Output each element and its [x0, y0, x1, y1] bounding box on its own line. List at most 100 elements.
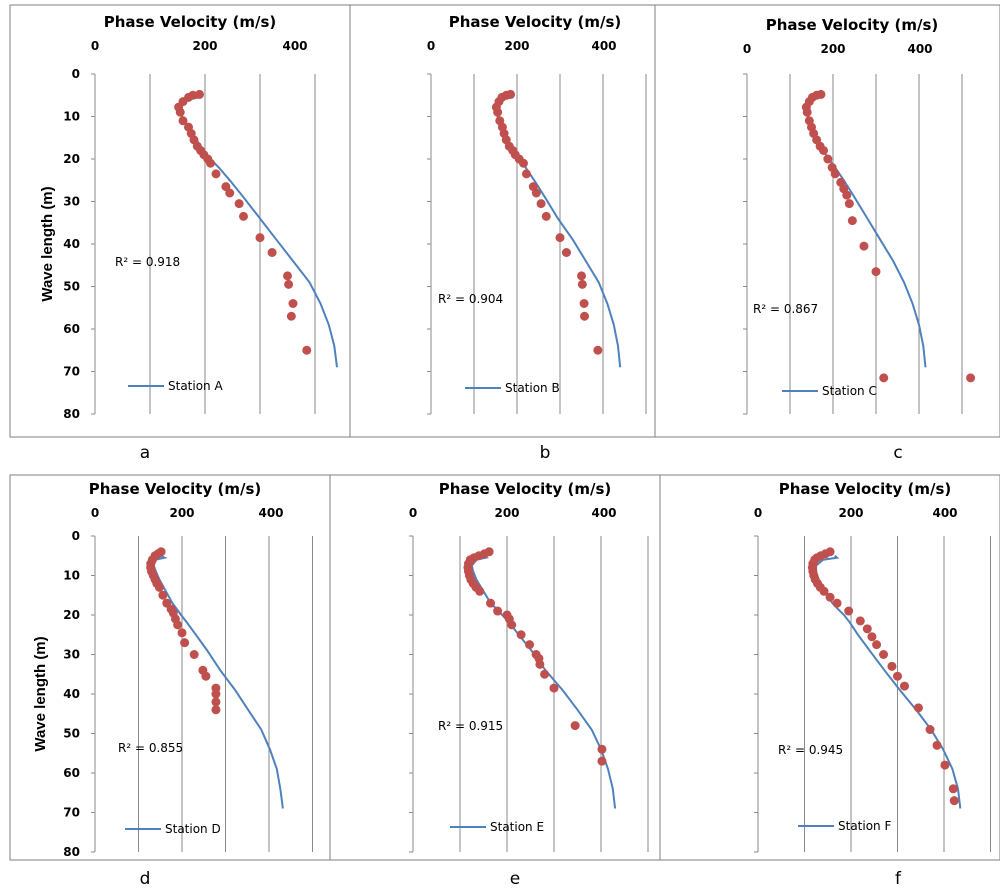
data-point [872, 640, 882, 650]
data-point [239, 211, 248, 221]
data-point [288, 299, 298, 308]
data-point [593, 345, 603, 355]
data-point [580, 311, 590, 321]
data-point [570, 721, 580, 731]
data-point [597, 756, 607, 766]
data-point [819, 146, 829, 155]
panel-letter: a [140, 443, 150, 463]
data-point [844, 199, 854, 209]
legend-label: Station E [490, 820, 544, 834]
data-point [597, 744, 607, 754]
data-point [859, 241, 869, 251]
data-point [966, 373, 976, 383]
data-point [536, 199, 546, 209]
chart-panel-d: Phase Velocity (m/s) 0 200 400 0 10 20 30 40 50 60… [9, 474, 331, 889]
panel-frame [9, 474, 331, 861]
data-point [180, 638, 190, 648]
y-tick-label: 60 [63, 322, 80, 336]
data-point [531, 188, 541, 198]
data-point [899, 681, 909, 691]
data-point [178, 116, 188, 126]
data-point [535, 659, 545, 669]
data-point [561, 248, 571, 257]
panel-frame [659, 474, 1000, 861]
data-point [211, 689, 221, 699]
data-point [825, 592, 835, 602]
data-point [862, 624, 872, 634]
x-tick-label: 0 [91, 506, 99, 520]
data-point [177, 628, 187, 638]
panel-frame [9, 4, 351, 438]
data-point [830, 169, 840, 179]
x-tick-label: 200 [494, 506, 519, 520]
y-tick-label: 10 [63, 569, 80, 583]
data-point [540, 669, 550, 679]
y-tick-label: 0 [72, 67, 80, 81]
data-point [518, 158, 528, 168]
x-tick-label: 200 [504, 39, 529, 53]
chart-panel-b: Phase Velocity (m/s) 0 200 400 R² = 0.904 Sta… [349, 4, 656, 463]
x-tick-label: 0 [427, 39, 435, 53]
x-tick-label: 200 [169, 506, 194, 520]
x-tick-label: 400 [282, 39, 307, 53]
y-tick-label: 70 [63, 365, 80, 379]
data-point [493, 107, 503, 117]
y-axis-label: Wave length (m) [32, 636, 49, 751]
y-tick-label: 30 [63, 195, 80, 209]
data-point [211, 705, 221, 715]
data-point [211, 697, 221, 707]
data-point [844, 606, 854, 616]
y-tick-label: 50 [63, 727, 80, 741]
panel-letter: e [510, 869, 520, 889]
x-tick-label: 400 [591, 39, 616, 53]
panel-letter: b [540, 443, 551, 463]
y-tick-label: 60 [63, 766, 80, 780]
y-tick-label: 10 [63, 110, 80, 124]
data-point [819, 586, 829, 596]
chart-title: Phase Velocity (m/s) [89, 480, 261, 498]
panel-frame [329, 474, 661, 861]
panel-letter: d [140, 869, 151, 889]
panel-letter: c [893, 443, 902, 463]
legend-label: Station A [168, 379, 223, 393]
chart-title: Phase Velocity (m/s) [104, 13, 276, 31]
x-tick-label: 0 [754, 506, 762, 520]
x-tick-label: 200 [820, 42, 845, 56]
y-tick-label: 0 [72, 529, 80, 543]
chart-panel-a: Phase Velocity (m/s) 0 200 400 0 10 20 30 40 50 60… [9, 4, 351, 463]
data-point [189, 650, 199, 659]
y-tick-label: 40 [63, 687, 80, 701]
chart-panel-c: Phase Velocity (m/s) 0 200 400 R² = 0.867 Sta… [654, 4, 1000, 463]
data-point [577, 279, 587, 289]
legend-label: Station D [165, 822, 221, 836]
x-tick-label: 400 [258, 506, 283, 520]
data-point [154, 582, 164, 592]
data-point [302, 345, 312, 355]
data-point [893, 671, 902, 681]
data-point [925, 725, 935, 735]
chart-title: Phase Velocity (m/s) [779, 480, 951, 498]
data-point [283, 271, 292, 281]
chart-panel-f: Phase Velocity (m/s) 0 200 400 R² = 0.945 Sta… [659, 474, 1000, 889]
chart-panel-e: Phase Velocity (m/s) 0 200 400 R² = 0.915 Sta… [329, 474, 661, 889]
data-point [201, 671, 211, 681]
data-point [158, 590, 168, 600]
data-point [225, 188, 235, 198]
data-point [867, 632, 877, 642]
r-squared-label: R² = 0.918 [115, 255, 180, 269]
x-tick-label: 200 [192, 39, 217, 53]
data-point [549, 683, 559, 693]
r-squared-label: R² = 0.855 [118, 741, 183, 755]
data-point [541, 211, 551, 221]
y-tick-label: 70 [63, 806, 80, 820]
y-tick-label: 40 [63, 237, 80, 251]
legend-label: Station F [838, 819, 891, 833]
r-squared-label: R² = 0.915 [438, 719, 503, 733]
y-axis-label: Wave length (m) [39, 186, 56, 301]
data-point [847, 216, 857, 226]
data-point [206, 158, 215, 168]
chart-title: Phase Velocity (m/s) [766, 16, 938, 34]
x-tick-label: 0 [743, 42, 751, 56]
data-point [940, 760, 950, 770]
